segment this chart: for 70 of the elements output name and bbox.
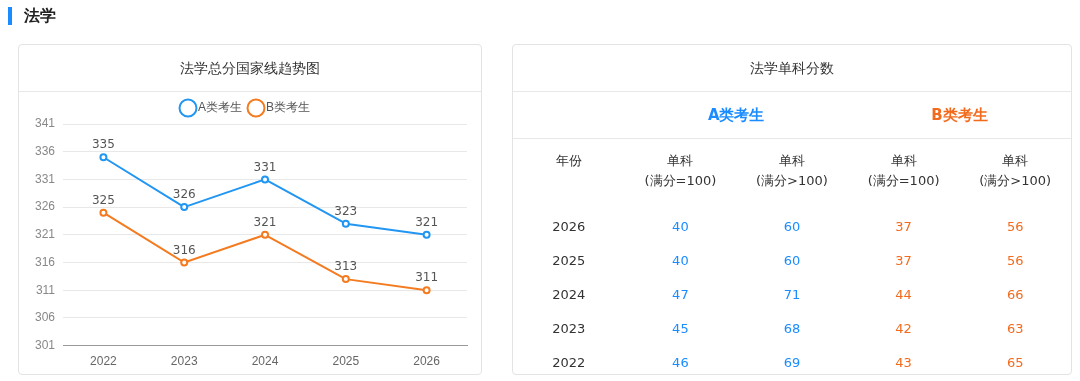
data-label: 69 (782, 353, 802, 372)
point (180, 203, 189, 212)
x-tick-label: 2023 (170, 354, 198, 369)
x-tick-label: 2026 (413, 354, 441, 369)
data-label: 335 (91, 137, 115, 152)
point (422, 286, 431, 295)
y-tick-label: 2026 (551, 217, 587, 236)
data-label: 45 (671, 319, 690, 338)
point (261, 230, 270, 239)
y-tick-label: 2024 (551, 285, 587, 304)
point (99, 208, 108, 217)
data-label: 60 (782, 251, 802, 270)
text: 法学 (24, 5, 56, 27)
y-tick-label: 341 (34, 116, 56, 131)
data-label: 321 (415, 214, 439, 229)
data-label: 40 (671, 217, 690, 236)
legend-label: A类考生 (198, 100, 243, 115)
point (341, 219, 350, 228)
y-tick-label: 2025 (551, 251, 587, 270)
data-label: 56 (1005, 251, 1025, 270)
data-label: 43 (894, 353, 913, 372)
data-label: 331 (253, 159, 277, 174)
data-label: 47 (671, 285, 690, 304)
y-tick-label: 306 (34, 310, 56, 325)
y-tick-label: 301 (34, 337, 56, 352)
x-tick-label: 2024 (251, 354, 279, 369)
data-label: 37 (894, 217, 913, 236)
data-label: 56 (1005, 217, 1025, 236)
data-label: 321 (253, 214, 277, 229)
data-label: 46 (671, 353, 690, 372)
text: B类考生 (847, 92, 1071, 139)
point (180, 258, 189, 267)
x-tick-label: 2025 (332, 354, 360, 369)
data-label: 326 (172, 187, 196, 202)
data-label: 68 (782, 319, 802, 338)
data-label: 44 (894, 285, 913, 304)
data-label: 37 (894, 251, 913, 270)
x-tick-label: 单科 (满分>100) (755, 152, 829, 190)
y-tick-label: 336 (34, 144, 56, 159)
data-label: 71 (782, 285, 802, 304)
data-label: 325 (91, 192, 115, 207)
y-tick-label: 321 (34, 227, 56, 242)
chart-title: 法学单科分数 (513, 45, 1071, 92)
y-tick-label: 2023 (551, 319, 587, 338)
y-tick-label: 331 (34, 171, 56, 186)
x-tick-label: 单科 (满分=100) (866, 152, 941, 190)
data-label: 313 (334, 259, 358, 274)
chart-title: 法学总分国家线趋势图 (19, 45, 481, 92)
x-tick-label: 2022 (90, 354, 118, 369)
data-label: 311 (415, 270, 439, 285)
text: A类考生 (624, 92, 848, 139)
data-label: 63 (1005, 319, 1025, 338)
point (261, 175, 270, 184)
x-tick-label: 单科 (满分>100) (978, 152, 1053, 190)
y-tick-label: 326 (34, 199, 56, 214)
y-tick-label: 311 (35, 282, 56, 297)
x-tick-label: 单科 (满分=100) (643, 152, 718, 190)
data-label: 60 (782, 217, 802, 236)
y-tick-label: 316 (34, 254, 56, 269)
data-label: 316 (172, 242, 196, 257)
point (341, 275, 350, 284)
data-label: 65 (1005, 353, 1025, 372)
legend-label: B类考生 (266, 100, 311, 115)
y-axis-title: 年份 (554, 152, 583, 170)
point (99, 153, 108, 162)
data-label: 40 (671, 251, 690, 270)
data-label: 42 (894, 319, 913, 338)
point (422, 230, 431, 239)
data-label: 323 (334, 203, 358, 218)
data-label: 66 (1005, 285, 1025, 304)
